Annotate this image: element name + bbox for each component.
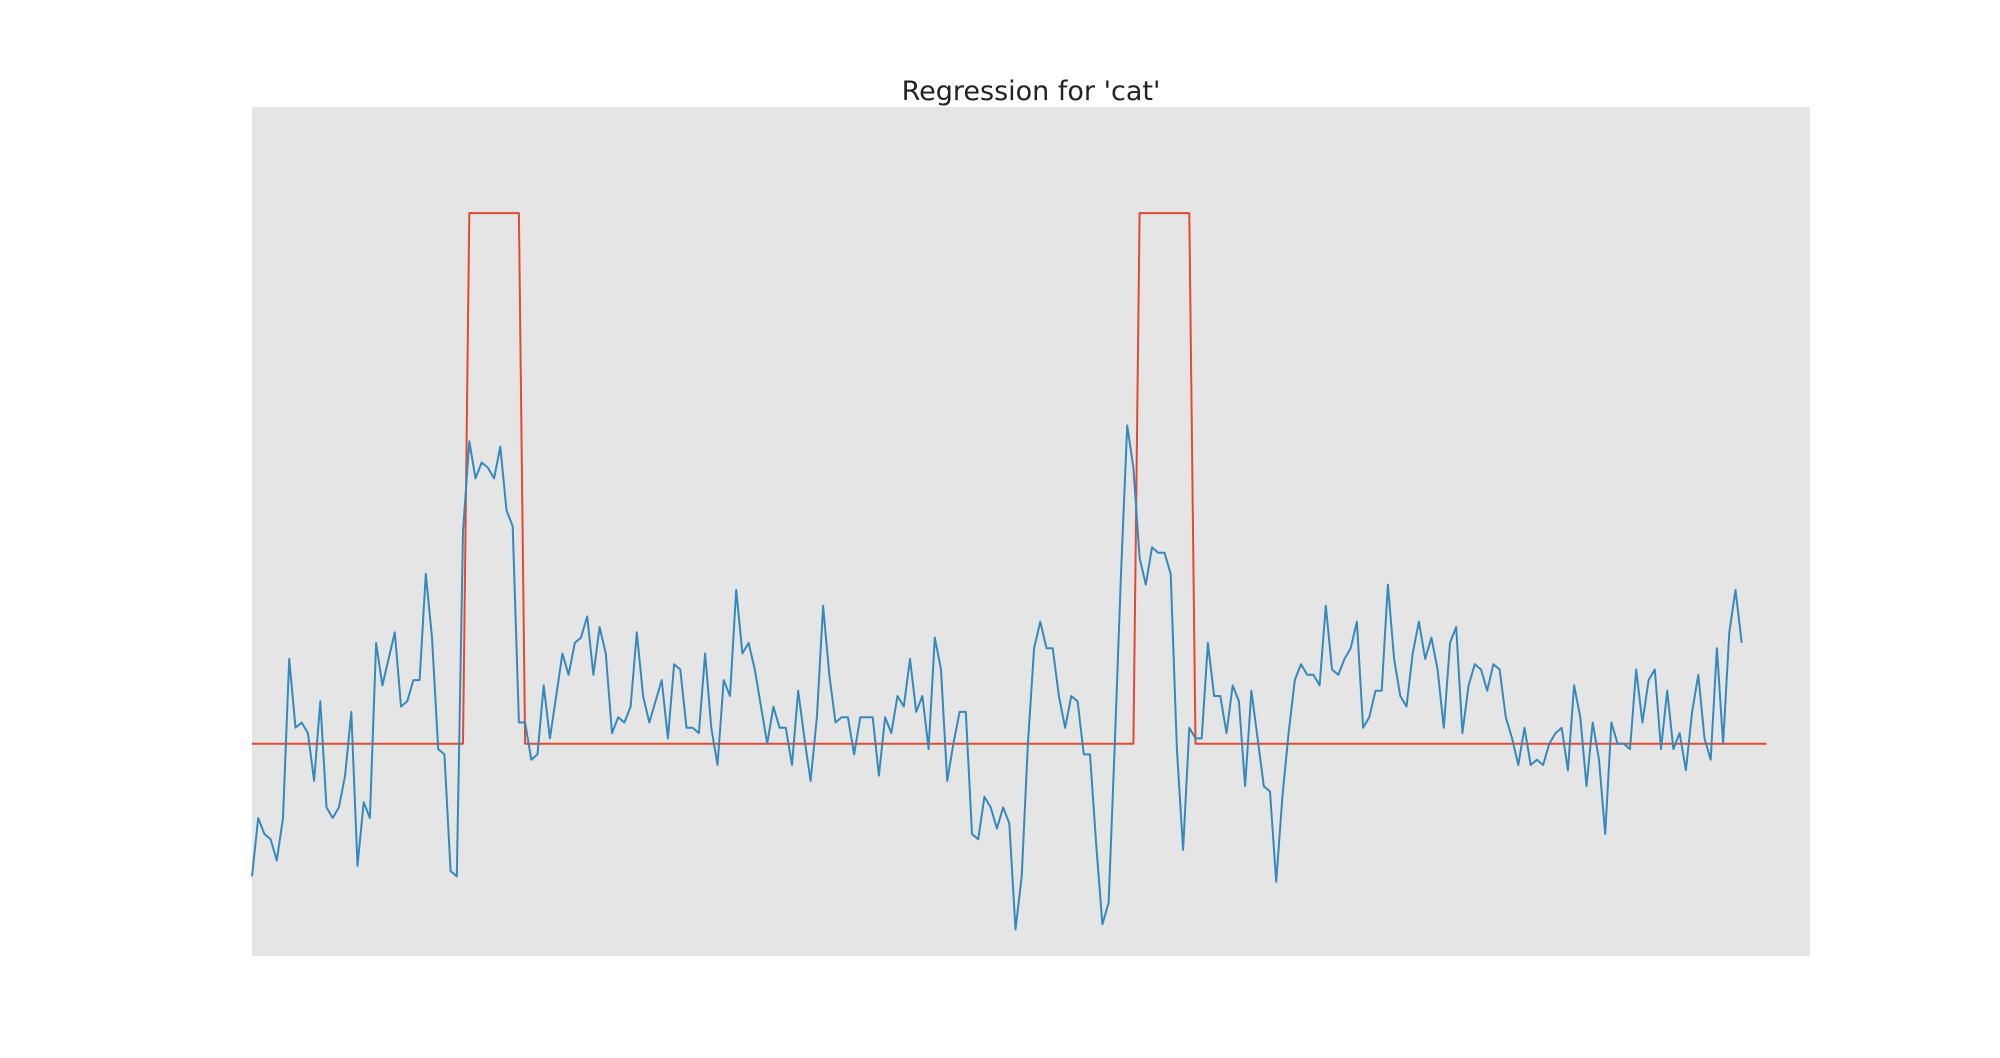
series-line-prediction (251, 424, 1743, 931)
plot-area (252, 107, 1810, 956)
chart-title: Regression for 'cat' (902, 76, 1161, 107)
series-layer (251, 212, 1767, 931)
